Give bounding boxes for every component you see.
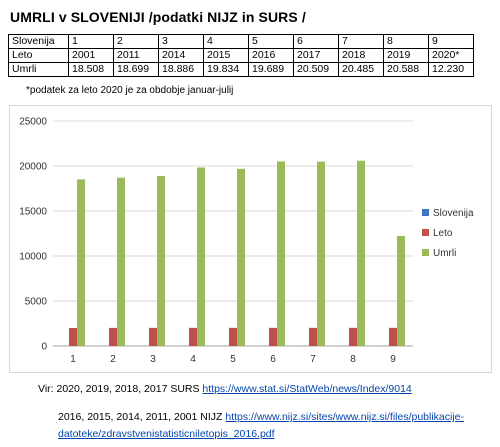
x-tick-label: 8 bbox=[350, 354, 356, 365]
table-cell: 2014 bbox=[158, 48, 204, 63]
table-cell: 18.508 bbox=[68, 62, 114, 77]
table-cell: 18.886 bbox=[158, 62, 204, 77]
table-cell: 18.699 bbox=[113, 62, 159, 77]
bar-leto bbox=[189, 327, 197, 346]
bar-umrli bbox=[157, 176, 165, 346]
source-3-link[interactable]: datoteke/zdravstvenistatisticniletopis_2… bbox=[58, 428, 275, 440]
y-tick-label: 0 bbox=[41, 342, 47, 353]
table-cell: 8 bbox=[383, 34, 429, 49]
table-cell: 2016 bbox=[248, 48, 294, 63]
bar-leto bbox=[229, 327, 237, 346]
source-2-link[interactable]: https://www.nijz.si/sites/www.nijz.si/fi… bbox=[225, 411, 465, 423]
source-line-3: datoteke/zdravstvenistatisticniletopis_2… bbox=[58, 428, 275, 440]
table-cell: 12.230 bbox=[428, 62, 474, 77]
x-tick-label: 9 bbox=[390, 354, 396, 365]
bar-umrli bbox=[77, 179, 85, 346]
x-tick-label: 1 bbox=[70, 354, 76, 365]
legend-label: Umrli bbox=[433, 248, 456, 259]
table-cell: 2 bbox=[113, 34, 159, 49]
table-cell: 7 bbox=[338, 34, 384, 49]
y-tick-label: 25000 bbox=[19, 117, 47, 128]
x-tick-label: 7 bbox=[310, 354, 316, 365]
legend-label: Leto bbox=[433, 228, 453, 239]
footnote: *podatek za leto 2020 je za obdobje janu… bbox=[26, 85, 234, 96]
table-cell: 3 bbox=[158, 34, 204, 49]
row-label: Leto bbox=[8, 48, 69, 63]
bar-leto bbox=[149, 327, 157, 346]
x-tick-label: 5 bbox=[230, 354, 236, 365]
table-cell: 1 bbox=[68, 34, 114, 49]
bar-chart-svg: 0 5000 10000 15000 20000 25000 1 2 3 4 5 6 7 8 9 Sloven… bbox=[19, 117, 474, 366]
bar-umrli bbox=[277, 161, 285, 346]
bar-leto bbox=[389, 327, 397, 346]
bar-umrli bbox=[317, 161, 325, 346]
bar-leto bbox=[269, 327, 277, 346]
bar-umrli bbox=[397, 235, 405, 346]
table-cell: 2020* bbox=[428, 48, 474, 63]
table-cell: 2018 bbox=[338, 48, 384, 63]
legend-swatch bbox=[422, 229, 429, 236]
legend-label: Slovenija bbox=[433, 208, 474, 219]
x-tick-label: 6 bbox=[270, 354, 276, 365]
bar-leto bbox=[69, 327, 77, 346]
table-row: Leto 2001 2011 2014 2015 2016 2017 2018 2019 2020… bbox=[8, 48, 474, 63]
y-tick-label: 20000 bbox=[19, 162, 47, 173]
data-table: Slovenija 1 2 3 4 5 6 7 8 9 Leto 2001 2011 2014 2015 20… bbox=[8, 34, 474, 77]
table-cell: 9 bbox=[428, 34, 474, 49]
bar-umrli bbox=[357, 160, 365, 346]
table-cell: 2001 bbox=[68, 48, 114, 63]
bar-umrli bbox=[117, 177, 125, 346]
y-tick-label: 5000 bbox=[25, 297, 48, 308]
x-tick-label: 3 bbox=[150, 354, 156, 365]
table-cell: 5 bbox=[248, 34, 294, 49]
table-cell: 2017 bbox=[293, 48, 339, 63]
source-1-link[interactable]: https://www.stat.si/StatWeb/news/Index/9… bbox=[202, 383, 412, 395]
table-cell: 2019 bbox=[383, 48, 429, 63]
source-line-2: 2016, 2015, 2014, 2011, 2001 NIJZ https:… bbox=[58, 411, 464, 423]
table-cell: 20.509 bbox=[293, 62, 339, 77]
table-cell: 20.588 bbox=[383, 62, 429, 77]
table-cell: 2015 bbox=[203, 48, 249, 63]
y-tick-label: 15000 bbox=[19, 207, 47, 218]
bar-umrli bbox=[197, 167, 205, 346]
source-1-text: Vir: 2020, 2019, 2018, 2017 SURS bbox=[38, 383, 203, 395]
row-label: Umrli bbox=[8, 62, 69, 77]
legend-swatch bbox=[422, 209, 429, 216]
table-row: Umrli 18.508 18.699 18.886 19.834 19.689 20.50… bbox=[8, 62, 474, 77]
y-tick-label: 10000 bbox=[19, 252, 47, 263]
table-cell: 19.834 bbox=[203, 62, 249, 77]
x-tick-label: 4 bbox=[190, 354, 196, 365]
bar-leto bbox=[349, 327, 357, 346]
bar-leto bbox=[309, 327, 317, 346]
bar-leto bbox=[109, 327, 117, 346]
chart: 0 5000 10000 15000 20000 25000 1 2 3 4 5 6 7 8 9 Sloven… bbox=[9, 105, 492, 373]
table-cell: 6 bbox=[293, 34, 339, 49]
legend-swatch bbox=[422, 249, 429, 256]
bar-umrli bbox=[237, 168, 245, 346]
page-title: UMRLI v SLOVENIJI /podatki NIJZ in SURS … bbox=[10, 9, 306, 25]
x-tick-label: 2 bbox=[110, 354, 116, 365]
table-cell: 4 bbox=[203, 34, 249, 49]
table-cell: 20.485 bbox=[338, 62, 384, 77]
table-cell: 2011 bbox=[113, 48, 159, 63]
row-label: Slovenija bbox=[8, 34, 69, 49]
source-line-1: Vir: 2020, 2019, 2018, 2017 SURS https:/… bbox=[38, 383, 412, 395]
table-cell: 19.689 bbox=[248, 62, 294, 77]
table-row: Slovenija 1 2 3 4 5 6 7 8 9 bbox=[8, 34, 474, 49]
source-2-text: 2016, 2015, 2014, 2011, 2001 NIJZ bbox=[58, 411, 226, 423]
